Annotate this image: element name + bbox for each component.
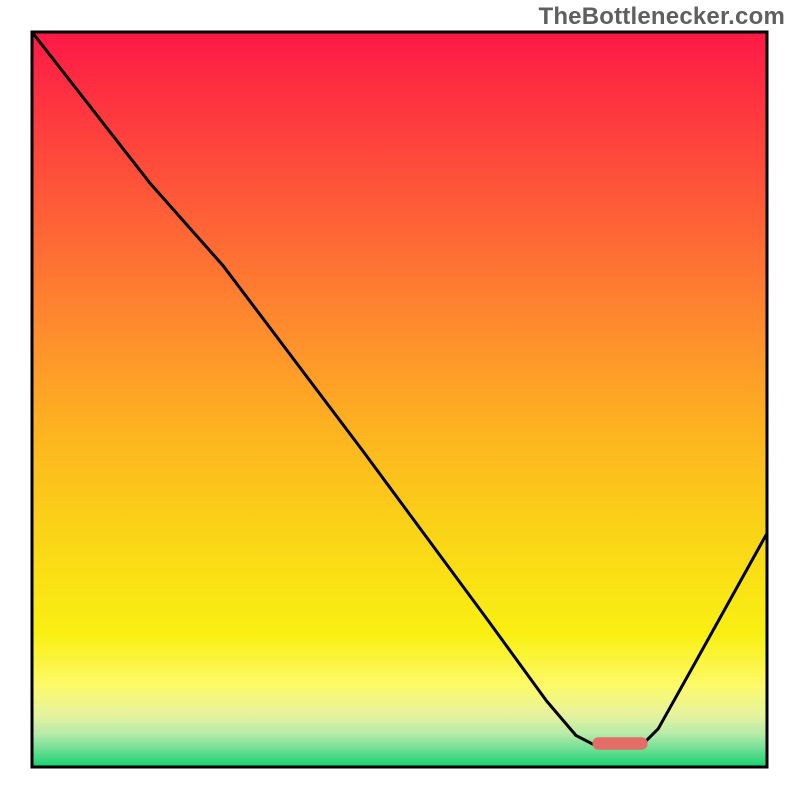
optimal-marker [592, 737, 647, 749]
chart-container: TheBottlenecker.com [0, 0, 800, 800]
watermark-text: TheBottlenecker.com [538, 3, 785, 31]
chart-svg [0, 0, 800, 800]
gradient-background [32, 32, 767, 767]
